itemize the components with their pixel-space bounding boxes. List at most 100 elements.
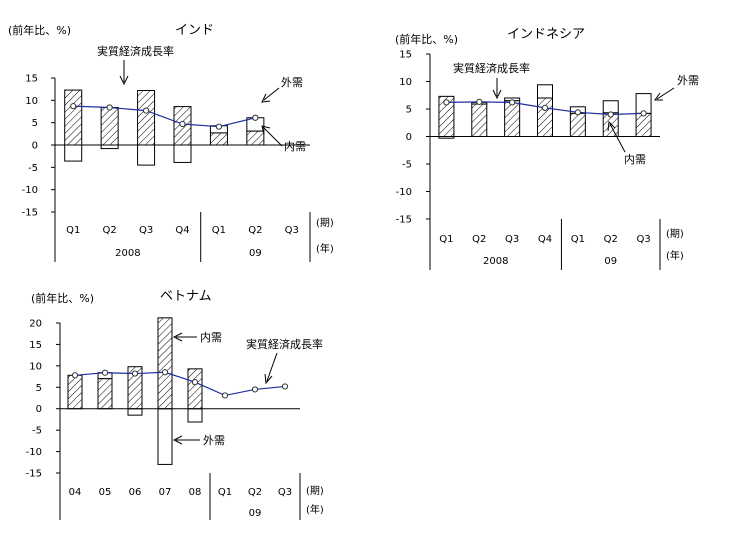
bar-external-demand bbox=[537, 84, 553, 99]
x-tick-label: Q1 bbox=[66, 225, 80, 236]
x-tick-label: Q1 bbox=[571, 234, 585, 245]
growth-line bbox=[74, 371, 286, 397]
y-tick-label: 5 bbox=[32, 118, 38, 129]
y-tick-label: -5 bbox=[402, 160, 412, 171]
indonesia-x-labels: Q1 Q2 Q3 Q4 Q1 Q2 Q3 2008 09 bbox=[439, 234, 650, 267]
y-tick-label: 15 bbox=[399, 50, 412, 61]
year-label: 09 bbox=[604, 256, 617, 267]
bar-domestic-demand bbox=[100, 106, 119, 146]
bar-domestic-demand bbox=[504, 100, 521, 137]
growth-point bbox=[640, 110, 647, 117]
india-annotation-external: 外需 bbox=[281, 76, 303, 89]
growth-point bbox=[161, 369, 169, 376]
bar-domestic-demand bbox=[209, 132, 228, 146]
bar-domestic-demand bbox=[67, 374, 83, 410]
y-tick-label: 10 bbox=[29, 361, 42, 372]
x-tick-label: 04 bbox=[69, 487, 82, 498]
growth-point bbox=[607, 111, 614, 118]
bar-external-demand bbox=[127, 408, 143, 416]
y-tick-label: -10 bbox=[396, 187, 412, 198]
x-tick-label: Q1 bbox=[439, 234, 453, 245]
indonesia-y-ticks: 15 10 5 0 -5 -10 -15 bbox=[396, 50, 430, 226]
india-arrowhead-domestic bbox=[261, 125, 271, 135]
bar-external-demand bbox=[137, 144, 156, 166]
vietnam-title: ベトナム bbox=[160, 289, 212, 304]
growth-point bbox=[215, 123, 223, 130]
india-year-label: (年) bbox=[316, 242, 334, 255]
x-tick-label: Q2 bbox=[472, 234, 486, 245]
x-tick-label: Q3 bbox=[505, 234, 519, 245]
x-tick-label: 08 bbox=[189, 487, 202, 498]
bar-domestic-demand bbox=[64, 89, 83, 146]
bar-domestic-demand bbox=[97, 378, 113, 410]
vietnam-year-label: (年) bbox=[306, 503, 324, 516]
vietnam-y-ticks: 20 15 10 5 0 -5 -10 -15 bbox=[26, 319, 60, 480]
indonesia-y-unit: (前年比、%) bbox=[395, 32, 458, 46]
bar-external-demand bbox=[173, 144, 192, 163]
x-tick-label: Q4 bbox=[538, 234, 552, 245]
bar-external-demand bbox=[187, 408, 203, 423]
india-bars bbox=[64, 89, 265, 166]
x-tick-label: Q2 bbox=[604, 234, 618, 245]
vietnam-arrowhead-domestic bbox=[172, 332, 183, 342]
year-label: 09 bbox=[249, 248, 262, 259]
bar-domestic-demand bbox=[471, 103, 488, 138]
vietnam-arrowhead-external bbox=[172, 435, 183, 445]
growth-point bbox=[541, 104, 549, 112]
indonesia-annotation-external: 外需 bbox=[677, 74, 699, 87]
x-tick-label: Q4 bbox=[175, 225, 189, 236]
indonesia-arrow-external bbox=[656, 87, 675, 100]
vietnam-bars bbox=[67, 317, 203, 465]
growth-point bbox=[574, 109, 581, 116]
x-tick-label: 05 bbox=[99, 487, 112, 498]
x-tick-label: Q3 bbox=[139, 225, 153, 236]
bar-domestic-demand bbox=[187, 368, 203, 410]
y-tick-label: 0 bbox=[32, 141, 38, 152]
y-tick-label: -5 bbox=[32, 426, 42, 437]
growth-point bbox=[509, 99, 516, 106]
x-tick-label: Q2 bbox=[248, 225, 262, 236]
x-tick-label: Q2 bbox=[103, 225, 117, 236]
growth-point bbox=[101, 369, 109, 376]
year-label: 2008 bbox=[115, 248, 140, 259]
bar-domestic-demand bbox=[137, 90, 156, 146]
india-y-ticks: 15 10 5 0 -5 -10 -15 bbox=[22, 74, 55, 219]
growth-point bbox=[443, 99, 450, 106]
indonesia-annotation-domestic: 内需 bbox=[624, 152, 646, 166]
india-x-labels: Q1 Q2 Q3 Q4 Q1 Q2 Q3 2008 09 bbox=[66, 225, 299, 259]
vietnam-arrowhead-growth bbox=[264, 373, 273, 385]
x-tick-label: Q3 bbox=[285, 225, 299, 236]
y-tick-label: 5 bbox=[406, 105, 412, 116]
y-tick-label: -10 bbox=[22, 185, 38, 196]
growth-point bbox=[191, 379, 199, 386]
growth-line bbox=[73, 105, 256, 128]
india-arrowhead-growth bbox=[119, 75, 129, 86]
growth-point bbox=[252, 114, 259, 121]
growth-point bbox=[251, 386, 259, 393]
bar-domestic-demand bbox=[635, 112, 652, 138]
growth-point bbox=[142, 107, 150, 114]
vietnam-axes bbox=[59, 323, 301, 520]
indonesia-bars bbox=[438, 84, 652, 139]
year-label: 2008 bbox=[483, 256, 508, 267]
x-tick-label: Q1 bbox=[218, 487, 232, 498]
growth-point bbox=[70, 103, 77, 110]
x-tick-label: 06 bbox=[129, 487, 142, 498]
growth-point bbox=[476, 98, 483, 105]
y-tick-label: -5 bbox=[28, 163, 38, 174]
x-tick-label: Q3 bbox=[636, 234, 650, 245]
india-title: インド bbox=[175, 23, 214, 38]
indonesia-title: インドネシア bbox=[507, 27, 585, 42]
x-tick-label: Q2 bbox=[248, 487, 262, 498]
bar-external-demand bbox=[602, 100, 619, 114]
y-tick-label: -10 bbox=[26, 447, 42, 458]
vietnam-period-label: (期) bbox=[306, 485, 324, 497]
india-y-unit: (前年比、%) bbox=[8, 23, 71, 37]
y-tick-label: 5 bbox=[36, 383, 42, 394]
chart-vietnam: (前年比、%) ベトナム 20 15 10 5 0 -5 -10 -15 04 05 06 07 08… bbox=[26, 289, 324, 520]
y-tick-label: 15 bbox=[25, 74, 38, 85]
vietnam-y-unit: (前年比、%) bbox=[31, 291, 94, 305]
